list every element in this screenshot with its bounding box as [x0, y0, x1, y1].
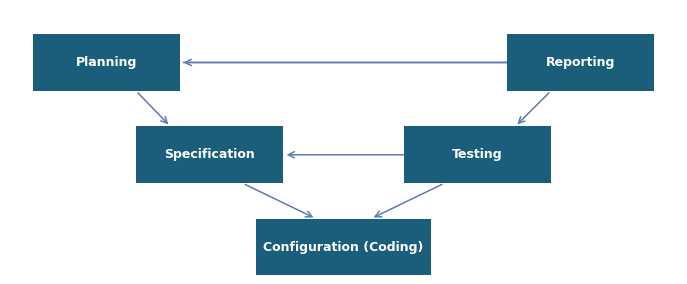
FancyBboxPatch shape [506, 34, 654, 91]
FancyBboxPatch shape [136, 126, 283, 183]
Text: Configuration (Coding): Configuration (Coding) [263, 241, 424, 254]
FancyBboxPatch shape [33, 34, 180, 91]
Text: Testing: Testing [452, 148, 503, 161]
Text: Planning: Planning [76, 56, 137, 69]
Text: Specification: Specification [164, 148, 255, 161]
FancyBboxPatch shape [403, 126, 551, 183]
FancyBboxPatch shape [256, 219, 431, 275]
Text: Reporting: Reporting [546, 56, 615, 69]
